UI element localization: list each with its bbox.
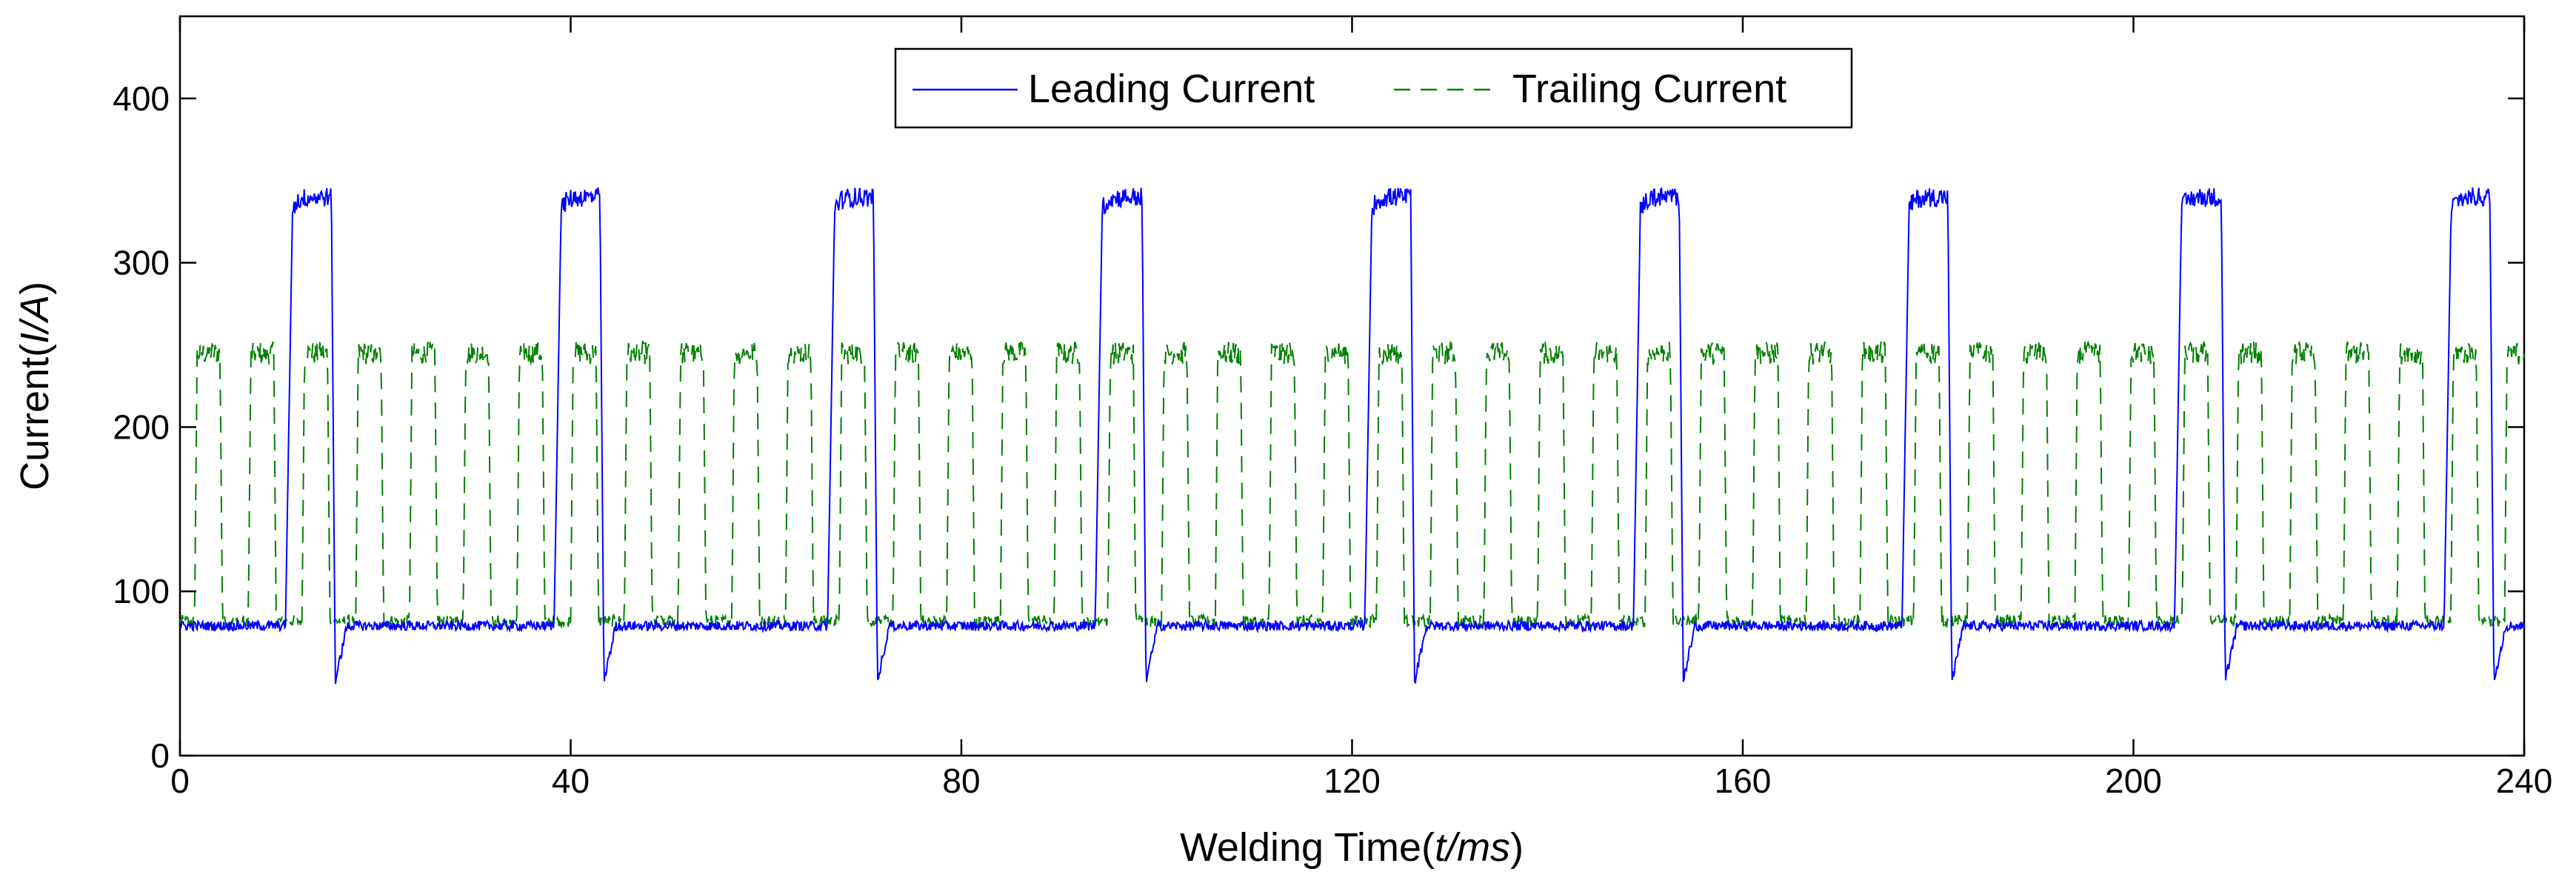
x-axis-title-main: Welding Time: [1180, 825, 1421, 870]
x-tick-label-6: 240: [2496, 762, 2553, 800]
y-axis-title-main: Current: [13, 357, 57, 490]
legend-box: [894, 47, 1853, 129]
y-tick-label-0: 0: [150, 736, 170, 775]
x-tick-label-1: 40: [552, 762, 590, 800]
axis-layer: 0 40 80 120 160 200 240 0 100 200 300 400: [113, 16, 2552, 800]
legend: Leading Current Trailing Current: [894, 47, 1853, 129]
legend-label-trailing: Trailing Current: [1512, 67, 1786, 111]
x-tick-label-4: 160: [1715, 762, 1772, 800]
leading-current-line: [179, 187, 2525, 685]
y-axis-title-unit: I/A: [13, 295, 57, 344]
y-tick-label-1: 100: [113, 572, 170, 610]
y-tick-label-2: 200: [113, 407, 170, 446]
x-tick-label-0: 0: [170, 762, 190, 800]
trailing-current-line: [179, 339, 2525, 630]
y-tick-label-4: 400: [113, 79, 170, 118]
x-axis-title: Welding Time(t/ms): [1180, 825, 1524, 870]
y-axis-title: Current(I/A): [13, 282, 57, 490]
x-tick-label-5: 200: [2105, 762, 2162, 800]
x-tick-label-3: 120: [1324, 762, 1381, 800]
y-tick-label-3: 300: [113, 244, 170, 282]
legend-label-leading: Leading Current: [1028, 67, 1315, 111]
x-tick-label-2: 80: [942, 762, 980, 800]
series-layer: [179, 187, 2525, 685]
plot-area: [178, 15, 2526, 757]
x-axis-title-unit: t/ms: [1435, 825, 1510, 870]
